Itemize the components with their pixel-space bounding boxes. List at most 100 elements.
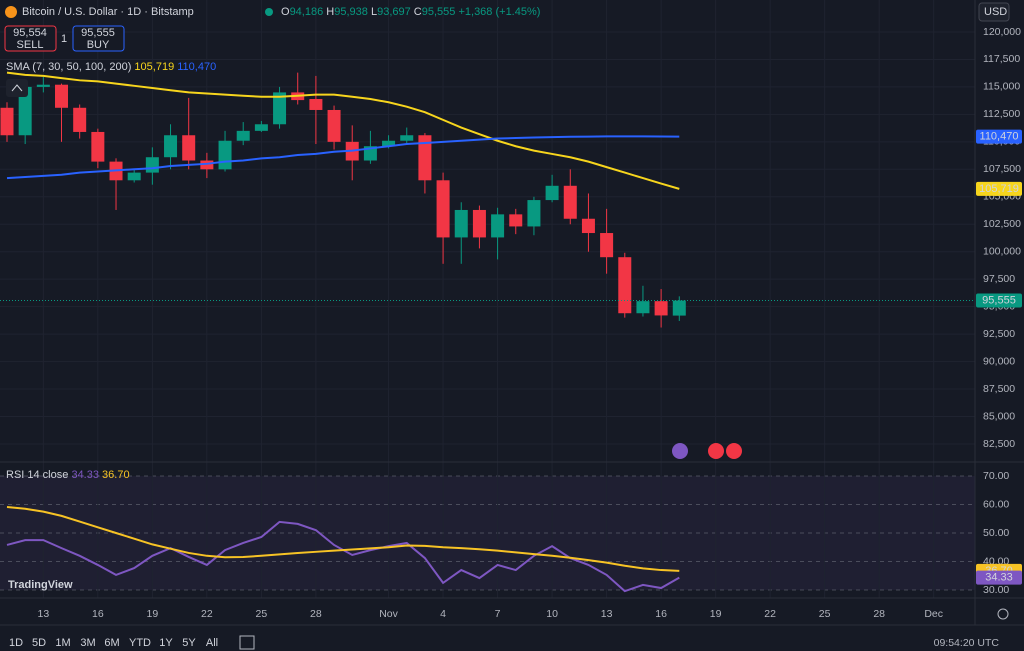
y-tick-label: 85,000	[983, 410, 1015, 422]
price-tag-label: 110,470	[980, 131, 1019, 143]
price-tag-label: 95,555	[982, 294, 1016, 306]
candle-body	[273, 92, 287, 125]
range-button[interactable]: YTD	[129, 637, 151, 649]
candle-body	[563, 185, 577, 219]
candle-body	[672, 300, 686, 316]
range-button[interactable]: 1Y	[159, 637, 173, 649]
candle-body	[527, 200, 541, 227]
event-icon[interactable]	[672, 443, 688, 459]
x-tick-label: Nov	[379, 608, 398, 620]
y-tick-label: 87,500	[983, 383, 1015, 395]
y-tick-label: 112,500	[983, 108, 1020, 120]
sell-label: SELL	[17, 39, 44, 51]
ohlc: O94,186 H95,938 L93,697 C95,555 +1,368 (…	[281, 6, 540, 18]
coin-icon	[5, 6, 17, 18]
x-tick-label: 28	[310, 608, 322, 620]
event-icon[interactable]	[726, 443, 742, 459]
candle-body	[654, 301, 668, 316]
collapse-button[interactable]	[6, 79, 28, 97]
candle-body	[127, 172, 141, 181]
candle-body	[18, 86, 32, 136]
grid	[0, 0, 975, 598]
price-tag-label: 105,719	[979, 183, 1019, 195]
range-button[interactable]: 3M	[80, 637, 95, 649]
price-tag-label: 34.33	[985, 572, 1013, 584]
indicator-line	[6, 135, 680, 180]
candle-body	[145, 157, 159, 173]
y-tick-label: 90,000	[983, 355, 1015, 367]
y-tick-label: 117,500	[983, 53, 1020, 65]
x-tick-label: 25	[819, 608, 831, 620]
candle-body	[491, 214, 505, 238]
status-dot	[265, 8, 273, 16]
candle-body	[636, 301, 650, 314]
symbol-title: Bitcoin / U.S. Dollar · 1D · Bitstamp	[22, 6, 194, 18]
x-tick-label: 10	[546, 608, 558, 620]
range-button[interactable]: All	[206, 637, 218, 649]
candle-body	[36, 84, 50, 87]
candle-body	[55, 84, 69, 108]
candle-body	[472, 209, 486, 238]
candle-body	[218, 140, 232, 170]
range-button[interactable]: 5D	[32, 637, 46, 649]
y-tick-label: 70.00	[983, 470, 1009, 482]
chevron-icon	[11, 84, 23, 92]
currency-button[interactable]	[978, 2, 1010, 22]
y-tick-label: 82,500	[983, 438, 1015, 450]
buy-price: 95,555	[81, 27, 115, 39]
y-tick-label: 97,500	[983, 273, 1015, 285]
candle-body	[236, 130, 250, 141]
x-tick-label: 7	[495, 608, 501, 620]
quantity: 1	[61, 33, 67, 45]
range-button[interactable]: 1M	[55, 637, 70, 649]
candle-body	[436, 180, 450, 238]
price-tag	[976, 129, 1022, 144]
y-tick-label: 50.00	[983, 527, 1009, 539]
settings-icon[interactable]	[997, 608, 1009, 620]
candle-body	[73, 107, 87, 132]
candle-body	[418, 135, 432, 181]
x-tick-label: 22	[764, 608, 776, 620]
candle-body	[91, 131, 105, 162]
y-tick-label: 92,500	[983, 328, 1015, 340]
y-tick-label: 60.00	[983, 498, 1009, 510]
range-button[interactable]: 5Y	[182, 637, 196, 649]
candle-body	[327, 109, 341, 142]
logo: TradingView	[8, 579, 73, 591]
buy-label: BUY	[87, 39, 110, 51]
candle-body	[182, 135, 196, 161]
x-tick-label: 13	[37, 608, 49, 620]
indicator-line	[6, 506, 680, 572]
currency: USD	[984, 6, 1007, 18]
x-tick-label: 16	[92, 608, 104, 620]
y-tick-label: 115,000	[983, 81, 1020, 93]
candle-body	[545, 185, 559, 201]
range-button[interactable]: 1D	[9, 637, 23, 649]
candle-body	[200, 160, 214, 170]
range-button[interactable]: 6M	[104, 637, 119, 649]
candle-body	[382, 140, 396, 147]
x-tick-label: 4	[440, 608, 446, 620]
candle-body	[309, 98, 323, 110]
candle-body	[600, 233, 614, 258]
x-tick-label: 28	[873, 608, 885, 620]
price-tag	[976, 181, 1022, 196]
buy-button[interactable]	[72, 25, 125, 52]
calendar-icon[interactable]	[239, 635, 255, 650]
candle-body	[400, 135, 414, 141]
x-tick-label: 22	[201, 608, 213, 620]
x-tick-label: Dec	[924, 608, 943, 620]
y-tick-label: 100,000	[983, 245, 1021, 257]
x-tick-label: 19	[147, 608, 159, 620]
y-tick-label: 30.00	[983, 584, 1009, 596]
price-tag	[976, 293, 1022, 308]
indicator-line	[6, 71, 680, 190]
event-icon[interactable]	[708, 443, 724, 459]
candle-body	[454, 209, 468, 238]
sma-legend: SMA (7, 30, 50, 100, 200) 105,719 110,47…	[6, 61, 216, 73]
x-tick-label: 16	[655, 608, 667, 620]
x-tick-label: 13	[601, 608, 613, 620]
sell-button[interactable]	[4, 25, 57, 52]
